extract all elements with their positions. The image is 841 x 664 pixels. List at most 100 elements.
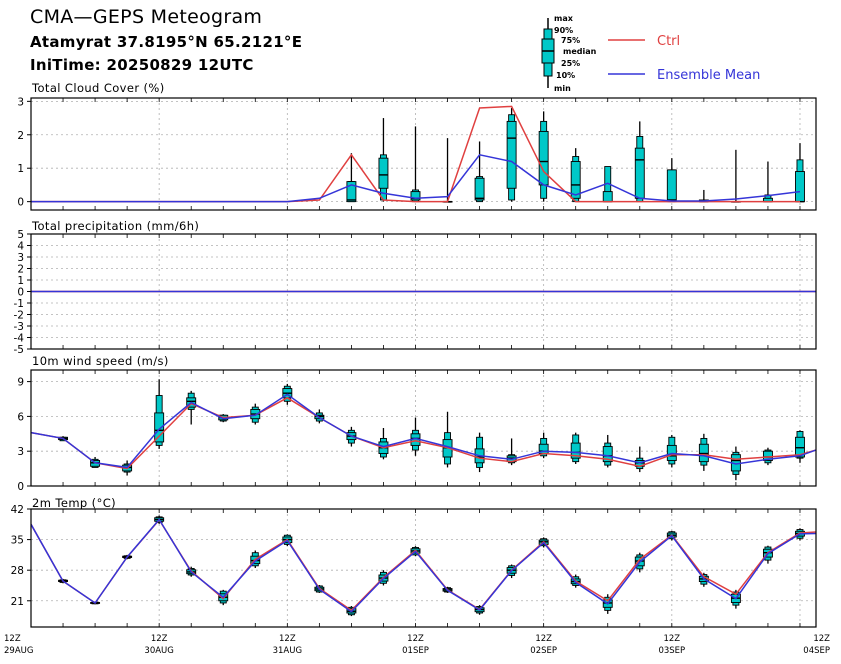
panel-2: 10m wind speed (m/s) 0 3 6 9	[17, 354, 817, 493]
y-tick-label: 9	[17, 377, 24, 389]
legend-label-10pct: 10%	[556, 71, 575, 80]
box-inner	[602, 446, 613, 463]
y-tick-label: 0	[17, 287, 24, 299]
y-tick-label: 2	[17, 264, 24, 276]
y-tick-label: 28	[11, 565, 24, 577]
y-tick-label: -3	[14, 321, 24, 333]
init-time: IniTime: 20250829 12UTC	[30, 56, 254, 74]
box-plot	[410, 126, 421, 203]
x-tick-label-date: 01SEP	[402, 646, 429, 656]
y-tick-label: 1	[17, 275, 24, 287]
header: CMA—GEPS Meteogram Atamyrat 37.8195°N 65…	[0, 0, 841, 100]
y-tick-label: -1	[14, 298, 24, 310]
box-inner	[795, 171, 805, 203]
legend: max 90%75% median 25% 10% min Ctrl Ensemble Mea…	[541, 14, 760, 93]
legend-label-75pct: 75%	[561, 36, 580, 45]
x-tick-label-date: 30AUG	[144, 646, 173, 656]
box-plot	[538, 111, 549, 202]
box-inner	[378, 157, 389, 189]
legend-label-median: median	[563, 47, 597, 56]
box-inner	[410, 191, 421, 201]
box-inner	[602, 191, 613, 203]
x-tick-label-date: 04SEP	[803, 646, 830, 656]
x-tick-label-hour: 12Z	[813, 634, 830, 644]
x-tick-label-date: 02SEP	[530, 646, 557, 656]
panel-title: Total Cloud Cover (%)	[31, 81, 165, 95]
y-tick-label: -4	[14, 333, 25, 345]
panel-1: Total precipitation (mm/6h) -5-4-3-2-1012…	[14, 219, 817, 356]
box-plot	[410, 417, 421, 456]
box-inner	[570, 161, 581, 199]
meteogram-title: CMA—GEPS Meteogram	[30, 6, 263, 28]
box-plot	[602, 434, 613, 468]
box-plot	[378, 118, 389, 202]
panel-title: 2m Temp (°C)	[32, 496, 116, 510]
y-tick-label: -2	[14, 310, 24, 322]
panel-3: 2m Temp (°C) 21 28 35 42	[11, 496, 817, 628]
box-plot	[154, 379, 165, 449]
mean-line	[31, 518, 816, 613]
y-tick-label: 5	[17, 229, 24, 241]
box-plot	[474, 141, 485, 203]
x-tick-label-hour: 12Z	[663, 634, 680, 644]
box-inner	[828, 151, 837, 201]
x-tick-label-date: 31AUG	[273, 646, 302, 656]
box-inner	[506, 120, 517, 189]
y-tick-label: 42	[11, 504, 24, 516]
legend-ctrl-label: Ctrl	[657, 34, 680, 49]
box-plot	[666, 434, 677, 468]
box-plot	[795, 143, 805, 203]
x-tick-label-date: 03SEP	[658, 646, 685, 656]
legend-label-90pct: 90%	[554, 26, 573, 35]
mean-line	[31, 153, 801, 203]
y-tick-label: 3	[17, 96, 24, 108]
box-plot	[634, 121, 645, 203]
box-plot	[698, 433, 709, 471]
y-tick-label: 4	[17, 241, 24, 253]
box-plot	[634, 446, 645, 473]
box-plot	[828, 131, 837, 201]
panel-frame	[30, 233, 817, 350]
y-tick-label: 3	[17, 252, 24, 264]
box-plot	[795, 430, 805, 463]
box-plot	[666, 158, 677, 203]
y-tick-label: 0	[17, 481, 24, 493]
box-plot	[506, 108, 517, 202]
mean-line	[31, 393, 816, 469]
panel-0: Total Cloud Cover (%) 0 1 2 3	[17, 81, 837, 211]
x-tick-label-hour: 12Z	[407, 634, 424, 644]
y-tick-label: 21	[11, 596, 24, 608]
x-tick-label-date: 29AUG	[4, 646, 33, 656]
box-inner	[666, 169, 677, 203]
box-outer	[829, 133, 835, 202]
box-plot	[378, 428, 389, 460]
box-inner	[346, 181, 357, 203]
y-tick-label: 0	[17, 197, 24, 209]
y-tick-label: 6	[17, 411, 24, 423]
box-inner	[570, 442, 581, 459]
box-plot	[570, 432, 581, 464]
ctrl-line	[31, 518, 816, 612]
panel-title: Total precipitation (mm/6h)	[31, 219, 199, 233]
box-inner	[474, 177, 485, 201]
y-tick-label: 2	[17, 130, 24, 142]
box-inner	[154, 412, 165, 443]
box-plot	[346, 153, 357, 203]
box-plot	[698, 189, 709, 203]
box-group	[346, 108, 837, 203]
station-location: Atamyrat 37.8195°N 65.2121°E	[30, 33, 303, 51]
x-tick-label-hour: 12Z	[151, 634, 168, 644]
panel-frame	[30, 508, 817, 628]
x-tick-label-hour: 12Z	[4, 634, 21, 644]
y-tick-label: 3	[17, 446, 24, 458]
x-tick-label-hour: 12Z	[279, 634, 296, 644]
x-axis: 12Z 29AUG 12Z 30AUG 12Z 31AUG 12Z 01SEP 12Z 02SEP…	[4, 634, 830, 656]
box-plot	[730, 149, 741, 203]
box-plot	[442, 411, 453, 468]
panel-title: 10m wind speed (m/s)	[32, 354, 169, 368]
x-tick-label-hour: 12Z	[535, 634, 552, 644]
legend-label-min: min	[554, 84, 571, 93]
panel-frame	[30, 369, 817, 487]
panel-frame	[30, 97, 817, 211]
